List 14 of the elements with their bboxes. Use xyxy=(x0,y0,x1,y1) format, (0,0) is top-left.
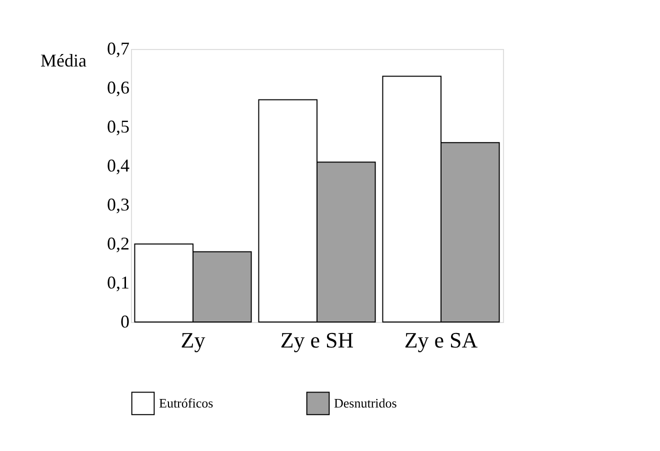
y-tick-label: 0,6 xyxy=(107,78,130,98)
y-tick-label: 0 xyxy=(120,312,130,332)
x-tick-label: Zy e SH xyxy=(280,328,354,352)
y-tick-label: 0,5 xyxy=(107,116,130,136)
legend-label: Desnutridos xyxy=(334,395,397,410)
y-axis-title: Média xyxy=(40,50,87,70)
y-tick-label: 0,4 xyxy=(107,156,130,176)
y-tick-label: 0,7 xyxy=(107,38,130,58)
x-tick-label: Zy e SA xyxy=(404,328,478,352)
y-tick-label: 0,3 xyxy=(107,194,130,214)
legend-label: Eutróficos xyxy=(159,395,214,410)
y-tick-label: 0,2 xyxy=(107,234,130,254)
y-tick-label: 0,1 xyxy=(107,272,130,292)
x-tick-label: Zy xyxy=(180,328,206,352)
